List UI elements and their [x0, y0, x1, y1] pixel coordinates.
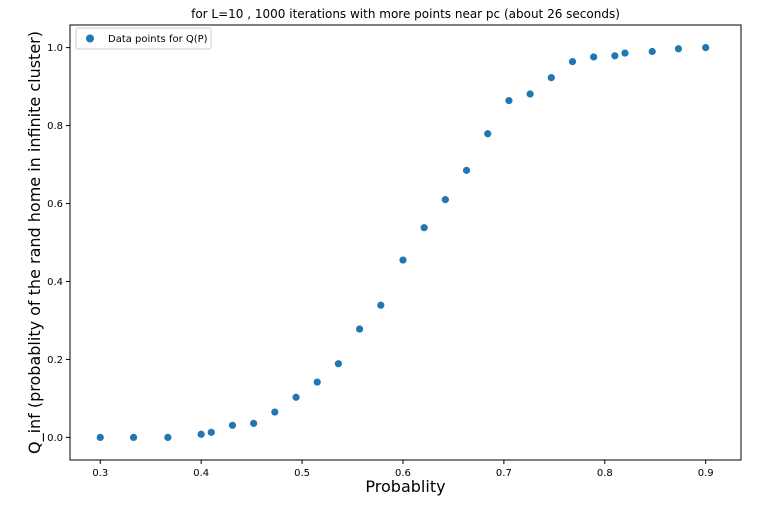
x-tick-label: 0.9: [698, 468, 714, 479]
y-tick-label: 0.6: [47, 199, 63, 210]
data-point: [334, 360, 342, 368]
data-point: [420, 224, 428, 232]
data-point: [271, 408, 279, 416]
axes-frame: [69, 24, 742, 461]
x-tick-label: 0.8: [597, 468, 613, 479]
x-axis: 0.3 0.4 0.5 0.6 0.7 0.8 0.9: [92, 460, 714, 479]
data-point: [484, 130, 492, 138]
data-point: [377, 301, 385, 309]
data-point: [197, 430, 205, 438]
data-point: [250, 419, 258, 427]
plot-area: 0.3 0.4 0.5 0.6 0.7 0.8 0.9 0.0 0.2 0.4 0.6 0.8 1.0: [47, 24, 742, 479]
data-point: [228, 421, 237, 429]
data-point: [441, 196, 449, 204]
data-point: [526, 90, 534, 98]
x-tick-label: 0.4: [193, 468, 209, 479]
data-point: [611, 52, 619, 60]
data-points: [96, 44, 710, 441]
x-tick-label: 0.6: [395, 468, 411, 479]
data-point: [568, 58, 577, 66]
x-tick-label: 0.5: [294, 468, 310, 479]
y-tick-label: 0.2: [47, 355, 63, 366]
y-axis-label: Q_inf (probablity of the rand home in in…: [25, 31, 45, 454]
data-point: [462, 166, 471, 174]
y-tick-label: 1.0: [47, 43, 63, 54]
data-point: [96, 433, 104, 441]
data-point: [399, 256, 407, 264]
data-point: [674, 45, 683, 53]
legend-box: [75, 27, 212, 50]
chart-title: for L=10 , 1000 iterations with more poi…: [191, 7, 620, 21]
y-tick-label: 0.4: [47, 277, 63, 288]
data-point: [648, 47, 656, 56]
x-tick-label: 0.3: [92, 468, 108, 479]
y-tick-label: 0.8: [47, 121, 63, 132]
y-tick-label: 0.0: [47, 433, 63, 444]
x-tick-label: 0.7: [496, 468, 512, 479]
data-point: [207, 428, 215, 436]
data-point: [547, 74, 555, 82]
legend-label: Data points for Q(P): [108, 34, 208, 45]
data-point: [621, 49, 629, 57]
data-point: [164, 433, 172, 441]
data-point: [355, 325, 364, 333]
legend-marker: [86, 34, 94, 43]
data-point: [313, 378, 321, 386]
data-point: [129, 433, 138, 441]
data-point: [702, 44, 710, 52]
x-axis-label: Probablity: [365, 477, 445, 496]
data-point: [505, 97, 513, 105]
y-axis: 0.0 0.2 0.4 0.6 0.8 1.0: [47, 43, 70, 444]
data-point: [292, 393, 300, 401]
data-point: [590, 53, 598, 61]
legend: Data points for Q(P): [75, 27, 212, 50]
